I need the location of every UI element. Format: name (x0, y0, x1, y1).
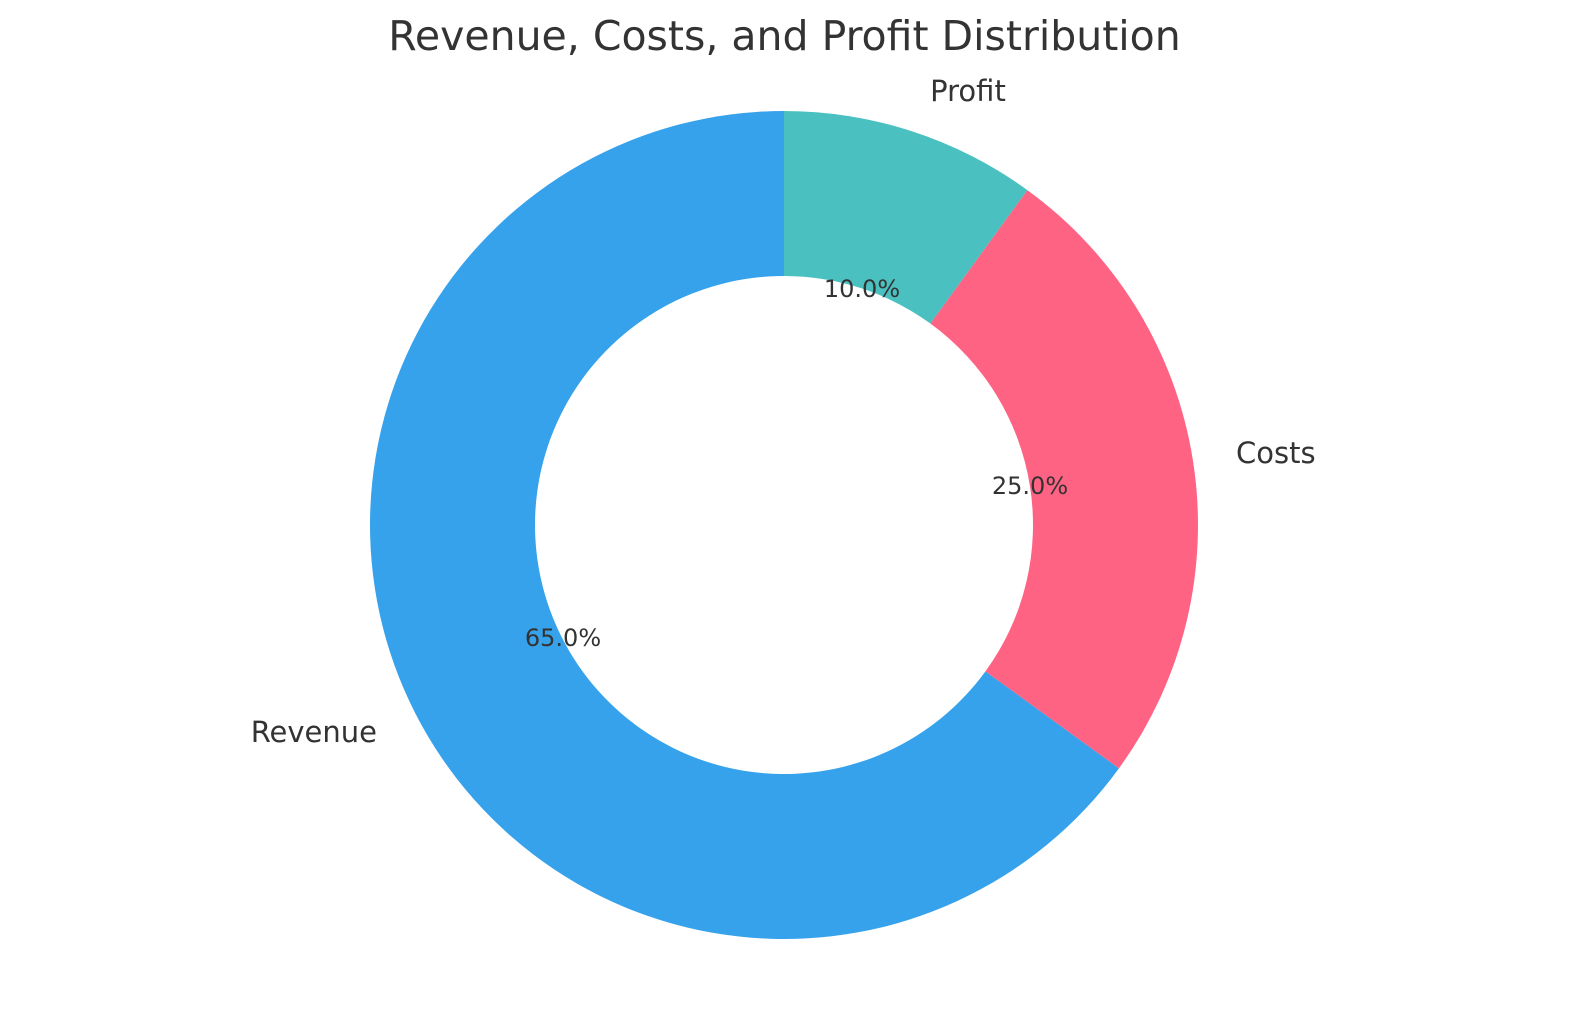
slice-costs (930, 190, 1198, 769)
chart-title: Revenue, Costs, and Profit Distribution (388, 12, 1181, 60)
donut-slices (370, 110, 1198, 940)
slice-label-revenue: Revenue (251, 715, 377, 749)
slice-label-profit: Profit (930, 74, 1006, 108)
pct-label-costs: 25.0% (992, 472, 1068, 500)
slice-revenue (370, 111, 1119, 940)
slice-profit (784, 110, 1028, 324)
pct-label-profit: 10.0% (824, 275, 900, 303)
pct-label-revenue: 65.0% (525, 624, 601, 652)
slice-label-costs: Costs (1236, 436, 1316, 470)
